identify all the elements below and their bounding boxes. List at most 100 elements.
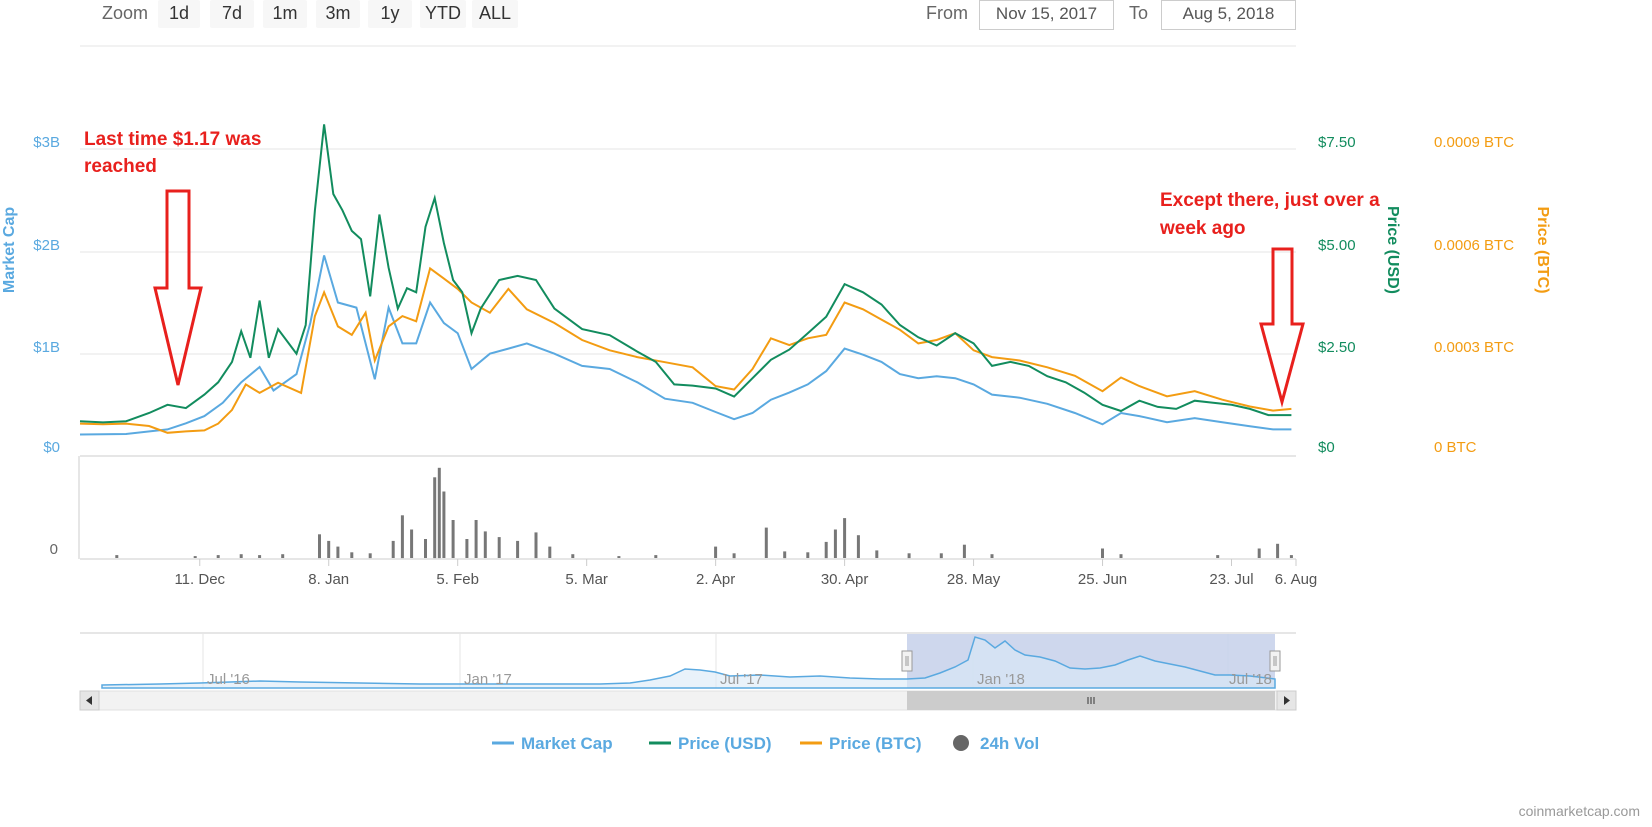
volume-bar — [350, 552, 354, 558]
zoom-7d-button[interactable]: 7d — [210, 0, 254, 28]
x-tick-label: 30. Apr — [821, 571, 869, 588]
zoom-1d-button[interactable]: 1d — [158, 0, 200, 28]
btc-tick-3: 0.0009 BTC — [1434, 134, 1514, 151]
annotation-right: Except there, just over a week ago — [1159, 190, 1380, 408]
annotation-left-line1: Last time $1.17 was — [84, 129, 261, 150]
navigator[interactable]: Jul '16 Jan '17 Jul '17 Jan '18 Jul '18 — [80, 632, 1296, 689]
volume-bar — [1101, 548, 1104, 558]
volume-bar — [193, 556, 197, 558]
volume-bar — [433, 477, 437, 559]
volume-bar — [907, 553, 911, 559]
volume-bar — [368, 553, 372, 559]
price-btc-line — [79, 266, 1292, 434]
volume-bar — [1119, 554, 1123, 558]
volume-bar — [534, 532, 538, 559]
x-tick-label: 23. Jul — [1209, 571, 1253, 588]
volume-bar — [764, 527, 768, 558]
volume-bar — [875, 550, 879, 558]
annotation-right-line2: week ago — [1159, 218, 1246, 239]
btc-tick-0: 0 BTC — [1434, 439, 1477, 456]
x-tick-label: 28. May — [947, 571, 1001, 588]
volume-bar — [216, 555, 220, 558]
zoom-3m-button[interactable]: 3m — [316, 0, 360, 28]
annotation-right-line1: Except there, just over a — [1160, 190, 1380, 211]
volume-bar — [115, 555, 119, 558]
volume-bar — [843, 518, 847, 558]
volume-bar — [497, 537, 501, 558]
navigator-handle-right[interactable] — [1269, 650, 1281, 672]
x-tick-label: 5. Mar — [565, 571, 608, 588]
scroll-right-icon — [1284, 696, 1290, 705]
volume-bar — [465, 539, 469, 558]
volume-bar — [400, 515, 404, 559]
mcap-tick-0: $0 — [43, 439, 60, 456]
volume-bar — [327, 540, 331, 558]
volume-bar — [824, 541, 828, 559]
volume-bar — [391, 540, 395, 558]
volume-bar — [617, 556, 621, 558]
volume-bars — [115, 467, 1293, 559]
zoom-ytd-button[interactable]: YTD — [420, 0, 466, 28]
price-usd-axis-title: Price (USD) — [1384, 206, 1401, 294]
legend-item-volume[interactable]: 24h Vol — [953, 734, 1039, 753]
scroll-left-icon — [86, 696, 92, 705]
legend-price-btc-label: Price (BTC) — [829, 734, 922, 753]
x-axis: 11. Dec 8. Jan 5. Feb 5. Mar 2. Apr 30. Apr 28… — [174, 559, 1317, 588]
volume-bar — [318, 534, 321, 559]
volume-bar — [806, 552, 810, 558]
volume-bar — [1276, 543, 1280, 559]
volume-tick-0: 0 — [50, 541, 58, 558]
legend-price-usd-label: Price (USD) — [678, 734, 772, 753]
usd-tick-2: $5.00 — [1318, 237, 1356, 254]
volume-bar — [833, 529, 837, 558]
legend-item-price-btc[interactable]: Price (BTC) — [800, 734, 922, 753]
navigator-scrollbar[interactable] — [79, 690, 1297, 711]
zoom-1y-button[interactable]: 1y — [368, 0, 412, 28]
volume-bar — [437, 467, 441, 559]
volume-bar — [239, 554, 243, 558]
legend-item-price-usd[interactable]: Price (USD) — [649, 734, 772, 753]
source-credit: coinmarketcap.com — [1518, 803, 1640, 819]
range-from-input[interactable]: Nov 15, 2017 — [979, 0, 1114, 30]
volume-bar — [732, 553, 736, 559]
x-tick-label: 11. Dec — [174, 571, 225, 588]
volume-bar — [783, 551, 787, 559]
nav-tick-3: Jan '18 — [977, 671, 1025, 688]
volume-bar — [442, 491, 446, 558]
nav-tick-1: Jan '17 — [464, 671, 512, 688]
volume-bar — [451, 520, 455, 558]
legend-item-market-cap[interactable]: Market Cap — [492, 734, 613, 753]
x-tick-label: 5. Feb — [436, 571, 479, 588]
volume-bar — [483, 531, 487, 558]
volume-bar — [939, 553, 943, 559]
volume-bar — [856, 535, 860, 558]
price-usd-line — [79, 124, 1292, 424]
x-tick-label: 2. Apr — [696, 571, 735, 588]
volume-bar — [258, 555, 262, 558]
scrollbar-grip-icon — [1087, 697, 1095, 704]
legend-market-cap-label: Market Cap — [521, 734, 613, 753]
down-arrow-left — [153, 189, 203, 386]
usd-tick-3: $7.50 — [1318, 134, 1356, 151]
volume-bar — [1289, 555, 1293, 558]
btc-tick-2: 0.0006 BTC — [1434, 237, 1514, 254]
market-cap-line — [79, 255, 1292, 436]
down-arrow-right — [1259, 247, 1305, 408]
mcap-tick-1: $1B — [33, 339, 60, 356]
volume-bar — [714, 546, 718, 558]
zoom-1m-button[interactable]: 1m — [263, 0, 307, 28]
volume-bar — [424, 539, 427, 558]
navigator-handle-left[interactable] — [901, 650, 913, 672]
range-from-label: From — [926, 3, 968, 23]
btc-tick-1: 0.0003 BTC — [1434, 339, 1514, 356]
x-tick-label: 6. Aug — [1275, 571, 1318, 588]
volume-bar — [336, 546, 340, 558]
mcap-tick-2: $2B — [33, 237, 60, 254]
market-cap-axis-title: Market Cap — [1, 207, 18, 293]
range-to-input[interactable]: Aug 5, 2018 — [1161, 0, 1296, 30]
mcap-tick-3: $3B — [33, 134, 60, 151]
volume-dot-icon — [953, 735, 969, 751]
navigator-series — [101, 636, 1276, 689]
zoom-all-button[interactable]: ALL — [472, 0, 518, 28]
